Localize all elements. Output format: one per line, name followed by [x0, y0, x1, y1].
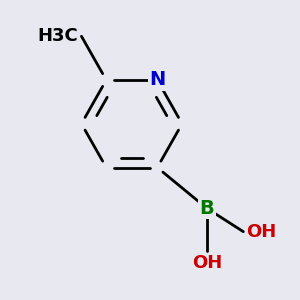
Text: OH: OH — [246, 223, 277, 241]
Text: B: B — [200, 199, 214, 218]
Text: H3C: H3C — [38, 27, 79, 45]
Text: OH: OH — [192, 254, 222, 272]
Text: N: N — [149, 70, 165, 89]
